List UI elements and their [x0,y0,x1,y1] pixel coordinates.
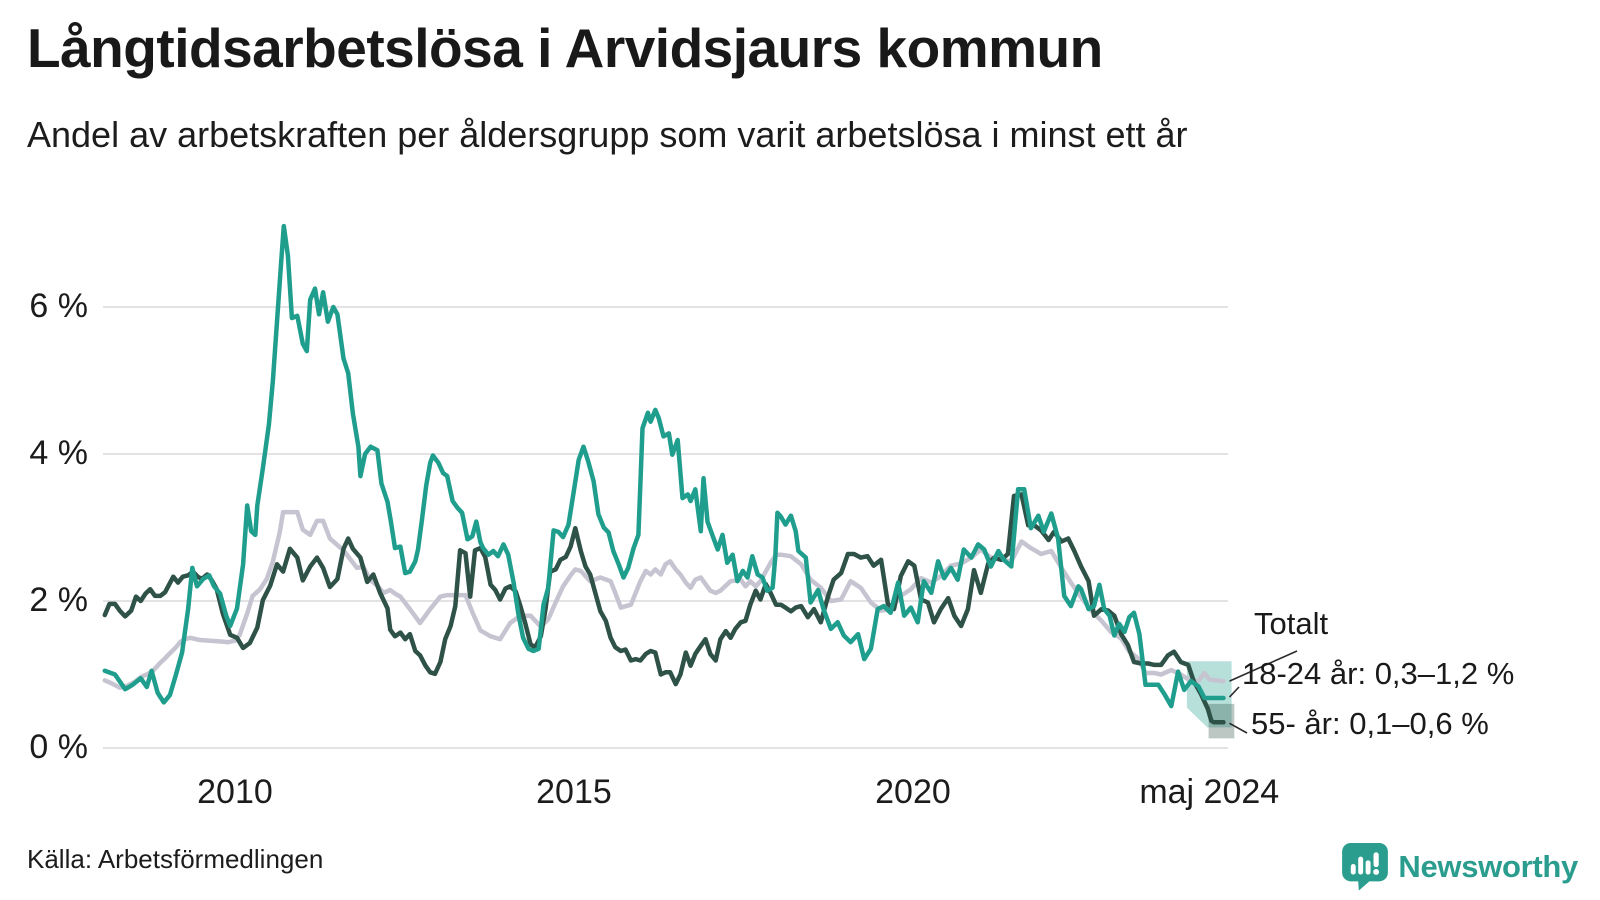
y-tick-0pct: 0 % [29,728,88,766]
x-tick-2010: 2010 [197,773,273,811]
line-total [102,509,1226,690]
line-young [102,223,1226,709]
newsworthy-wordmark: Newsworthy [1398,848,1578,884]
annotation-55plus: 55- år: 0,1–0,6 % [1251,706,1489,741]
chart-subtitle: Andel av arbetskraften per åldersgrupp s… [27,114,1188,155]
chart-title: Långtidsarbetslösa i Arvidsjaurs kommun [27,17,1103,79]
x-tick-2015: 2015 [536,773,612,811]
annotation-pointer-lines [1228,650,1298,734]
y-tick-2pct: 2 % [29,581,88,619]
pointer-old [1229,722,1248,734]
pointer-total [1229,650,1298,682]
x-tick-2020: 2020 [875,773,951,811]
source-note: Källa: Arbetsförmedlingen [27,844,324,874]
y-tick-6pct: 6 % [29,287,88,325]
newsworthy-logo[interactable]: Newsworthy [1342,843,1578,890]
data-series [102,223,1226,725]
pointer-young [1228,686,1240,698]
annotation-total: Totalt [1254,606,1329,641]
annotation-18-24: 18-24 år: 0,3–1,2 % [1242,656,1515,691]
line-old [102,492,1226,725]
newsworthy-speech-bubble-chart-icon [1342,843,1389,890]
y-tick-4pct: 4 % [29,434,88,472]
x-tick-maj-2024: maj 2024 [1139,773,1280,811]
